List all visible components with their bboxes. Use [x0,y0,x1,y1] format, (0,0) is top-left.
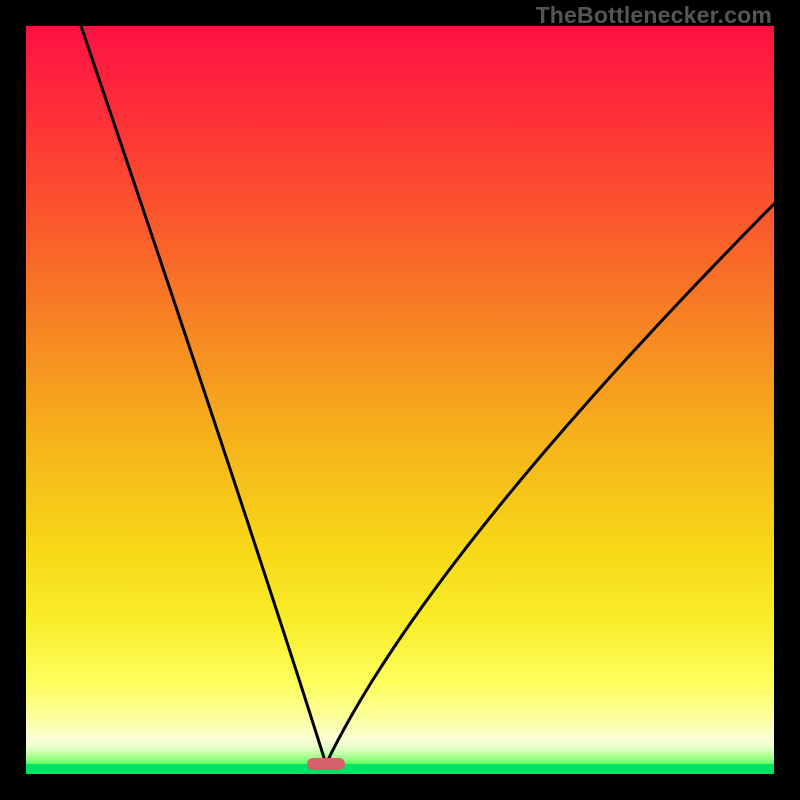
cusp-marker [307,758,345,770]
watermark-text: TheBottlenecker.com [536,2,772,29]
bottleneck-curve [81,26,774,764]
plot-area [26,26,774,774]
chart-frame: TheBottlenecker.com [0,0,800,800]
curve-layer [26,26,774,774]
